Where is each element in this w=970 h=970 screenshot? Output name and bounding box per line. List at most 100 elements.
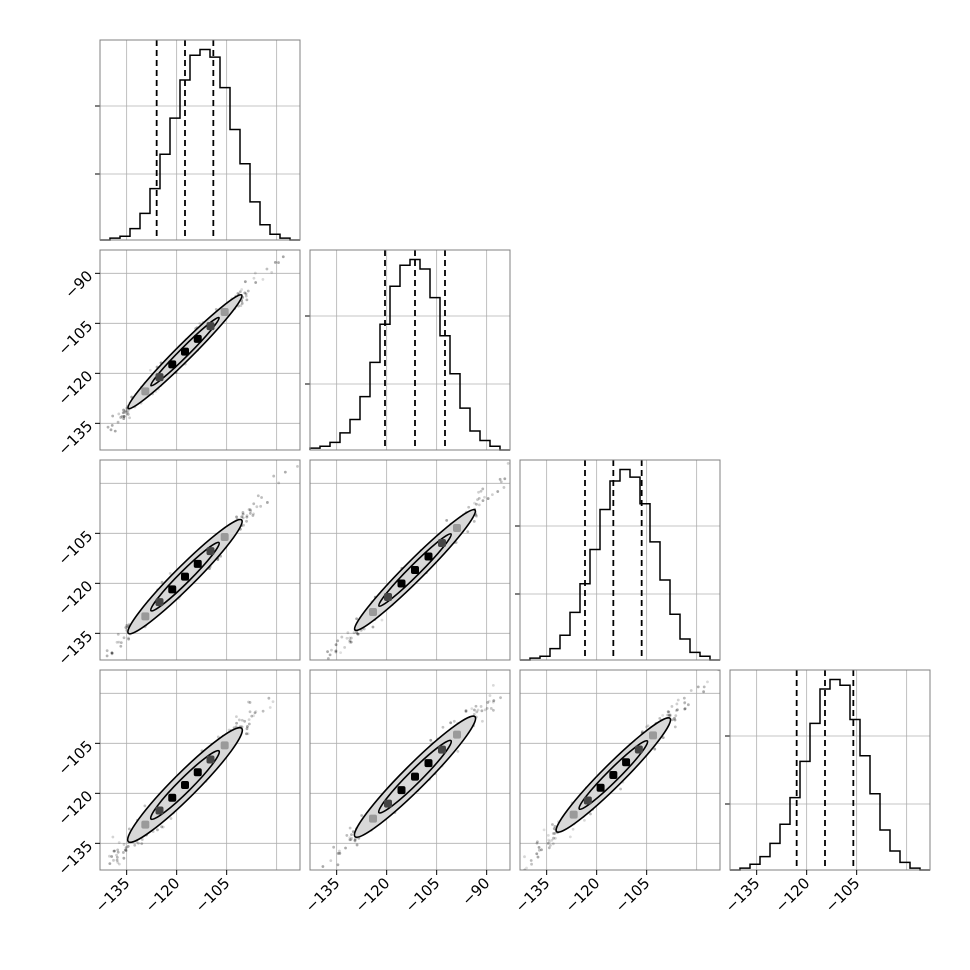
contour-inner bbox=[578, 739, 649, 811]
panel-frame bbox=[519, 669, 721, 871]
sample-point bbox=[503, 477, 507, 481]
sample-point bbox=[115, 858, 119, 862]
sample-point bbox=[338, 851, 342, 855]
sample-point bbox=[89, 674, 92, 677]
sample-point bbox=[244, 294, 248, 298]
panel-frame bbox=[309, 459, 511, 661]
sample-point bbox=[552, 836, 555, 840]
sample-point bbox=[553, 836, 557, 840]
sample-point bbox=[245, 298, 249, 302]
sample-point bbox=[326, 657, 330, 660]
sample-point bbox=[250, 714, 254, 718]
density-blob bbox=[220, 741, 229, 750]
sample-point bbox=[156, 828, 159, 832]
sample-point bbox=[349, 640, 353, 644]
sample-point bbox=[646, 724, 650, 728]
sample-point bbox=[513, 872, 516, 875]
sample-point bbox=[351, 830, 355, 834]
density-blob bbox=[397, 786, 406, 795]
sample-point bbox=[110, 423, 114, 427]
sample-point bbox=[689, 689, 693, 692]
y-tick-label: −135 bbox=[55, 627, 97, 669]
sample-point bbox=[122, 415, 126, 418]
sample-point bbox=[356, 632, 360, 636]
sample-point bbox=[119, 644, 123, 648]
sample-point bbox=[253, 271, 257, 275]
density-blob bbox=[181, 347, 189, 356]
sample-point bbox=[73, 457, 76, 460]
sample-point bbox=[673, 716, 676, 720]
sample-point bbox=[122, 856, 126, 860]
sample-point bbox=[143, 804, 147, 808]
sample-point bbox=[252, 714, 256, 718]
sample-point bbox=[116, 420, 120, 424]
sample-point bbox=[334, 643, 338, 647]
sample-point bbox=[353, 837, 357, 841]
density-blob bbox=[424, 759, 433, 768]
sample-point bbox=[475, 710, 479, 714]
sample-point bbox=[661, 713, 665, 717]
sample-point bbox=[658, 717, 662, 720]
sample-point bbox=[537, 846, 541, 849]
sample-point bbox=[126, 412, 130, 416]
sample-point bbox=[115, 853, 118, 857]
sample-point bbox=[251, 514, 255, 517]
contour-outer bbox=[555, 717, 672, 833]
sample-point bbox=[549, 843, 552, 847]
sample-point bbox=[235, 715, 238, 719]
sample-point bbox=[243, 291, 247, 295]
panel-frame bbox=[519, 459, 721, 661]
sample-point bbox=[489, 707, 493, 710]
sample-point bbox=[243, 280, 247, 284]
sample-point bbox=[466, 530, 470, 534]
sample-point bbox=[240, 288, 244, 291]
density-blob bbox=[438, 745, 446, 754]
sample-point bbox=[123, 848, 127, 852]
density-blob bbox=[569, 810, 578, 819]
sample-point bbox=[486, 497, 490, 500]
sample-point bbox=[475, 514, 478, 518]
sample-point bbox=[241, 512, 245, 516]
sample-point bbox=[464, 710, 468, 713]
x-tick-label: −120 bbox=[562, 874, 604, 916]
sample-point bbox=[160, 825, 164, 829]
sample-point bbox=[513, 470, 516, 473]
sample-point bbox=[236, 291, 240, 295]
sample-point bbox=[668, 713, 672, 717]
sample-point bbox=[551, 842, 555, 846]
y-tick-label: −90 bbox=[61, 267, 96, 302]
contour-outer bbox=[353, 508, 477, 632]
sample-point bbox=[498, 477, 502, 481]
density-blob bbox=[193, 768, 202, 777]
hist-panel-0 bbox=[95, 39, 301, 241]
sample-point bbox=[441, 725, 445, 729]
sample-point bbox=[168, 572, 172, 575]
sample-point bbox=[117, 862, 121, 866]
panel-frame bbox=[309, 249, 511, 451]
sample-point bbox=[127, 637, 131, 641]
density-blob bbox=[438, 539, 446, 547]
sample-point bbox=[239, 304, 243, 307]
sample-point bbox=[511, 875, 514, 878]
sample-point bbox=[127, 827, 131, 831]
hist-panel-2 bbox=[515, 459, 721, 661]
sample-point bbox=[105, 661, 108, 664]
sample-point bbox=[467, 505, 471, 509]
sample-point bbox=[96, 669, 99, 672]
panel-content bbox=[100, 670, 300, 870]
panel-content bbox=[511, 670, 720, 878]
sample-point bbox=[122, 843, 126, 846]
sample-point bbox=[281, 255, 285, 259]
sample-point bbox=[456, 750, 460, 753]
sample-point bbox=[483, 708, 487, 712]
sample-point bbox=[245, 727, 249, 731]
sample-point bbox=[668, 714, 672, 717]
sample-point bbox=[674, 714, 678, 718]
sample-point bbox=[492, 699, 496, 703]
density-blob bbox=[168, 793, 177, 802]
sample-point bbox=[490, 493, 494, 497]
density-blob bbox=[649, 731, 657, 740]
sample-point bbox=[248, 710, 252, 714]
scatter-panel-3-0 bbox=[99, 669, 301, 871]
sample-point bbox=[529, 859, 533, 862]
